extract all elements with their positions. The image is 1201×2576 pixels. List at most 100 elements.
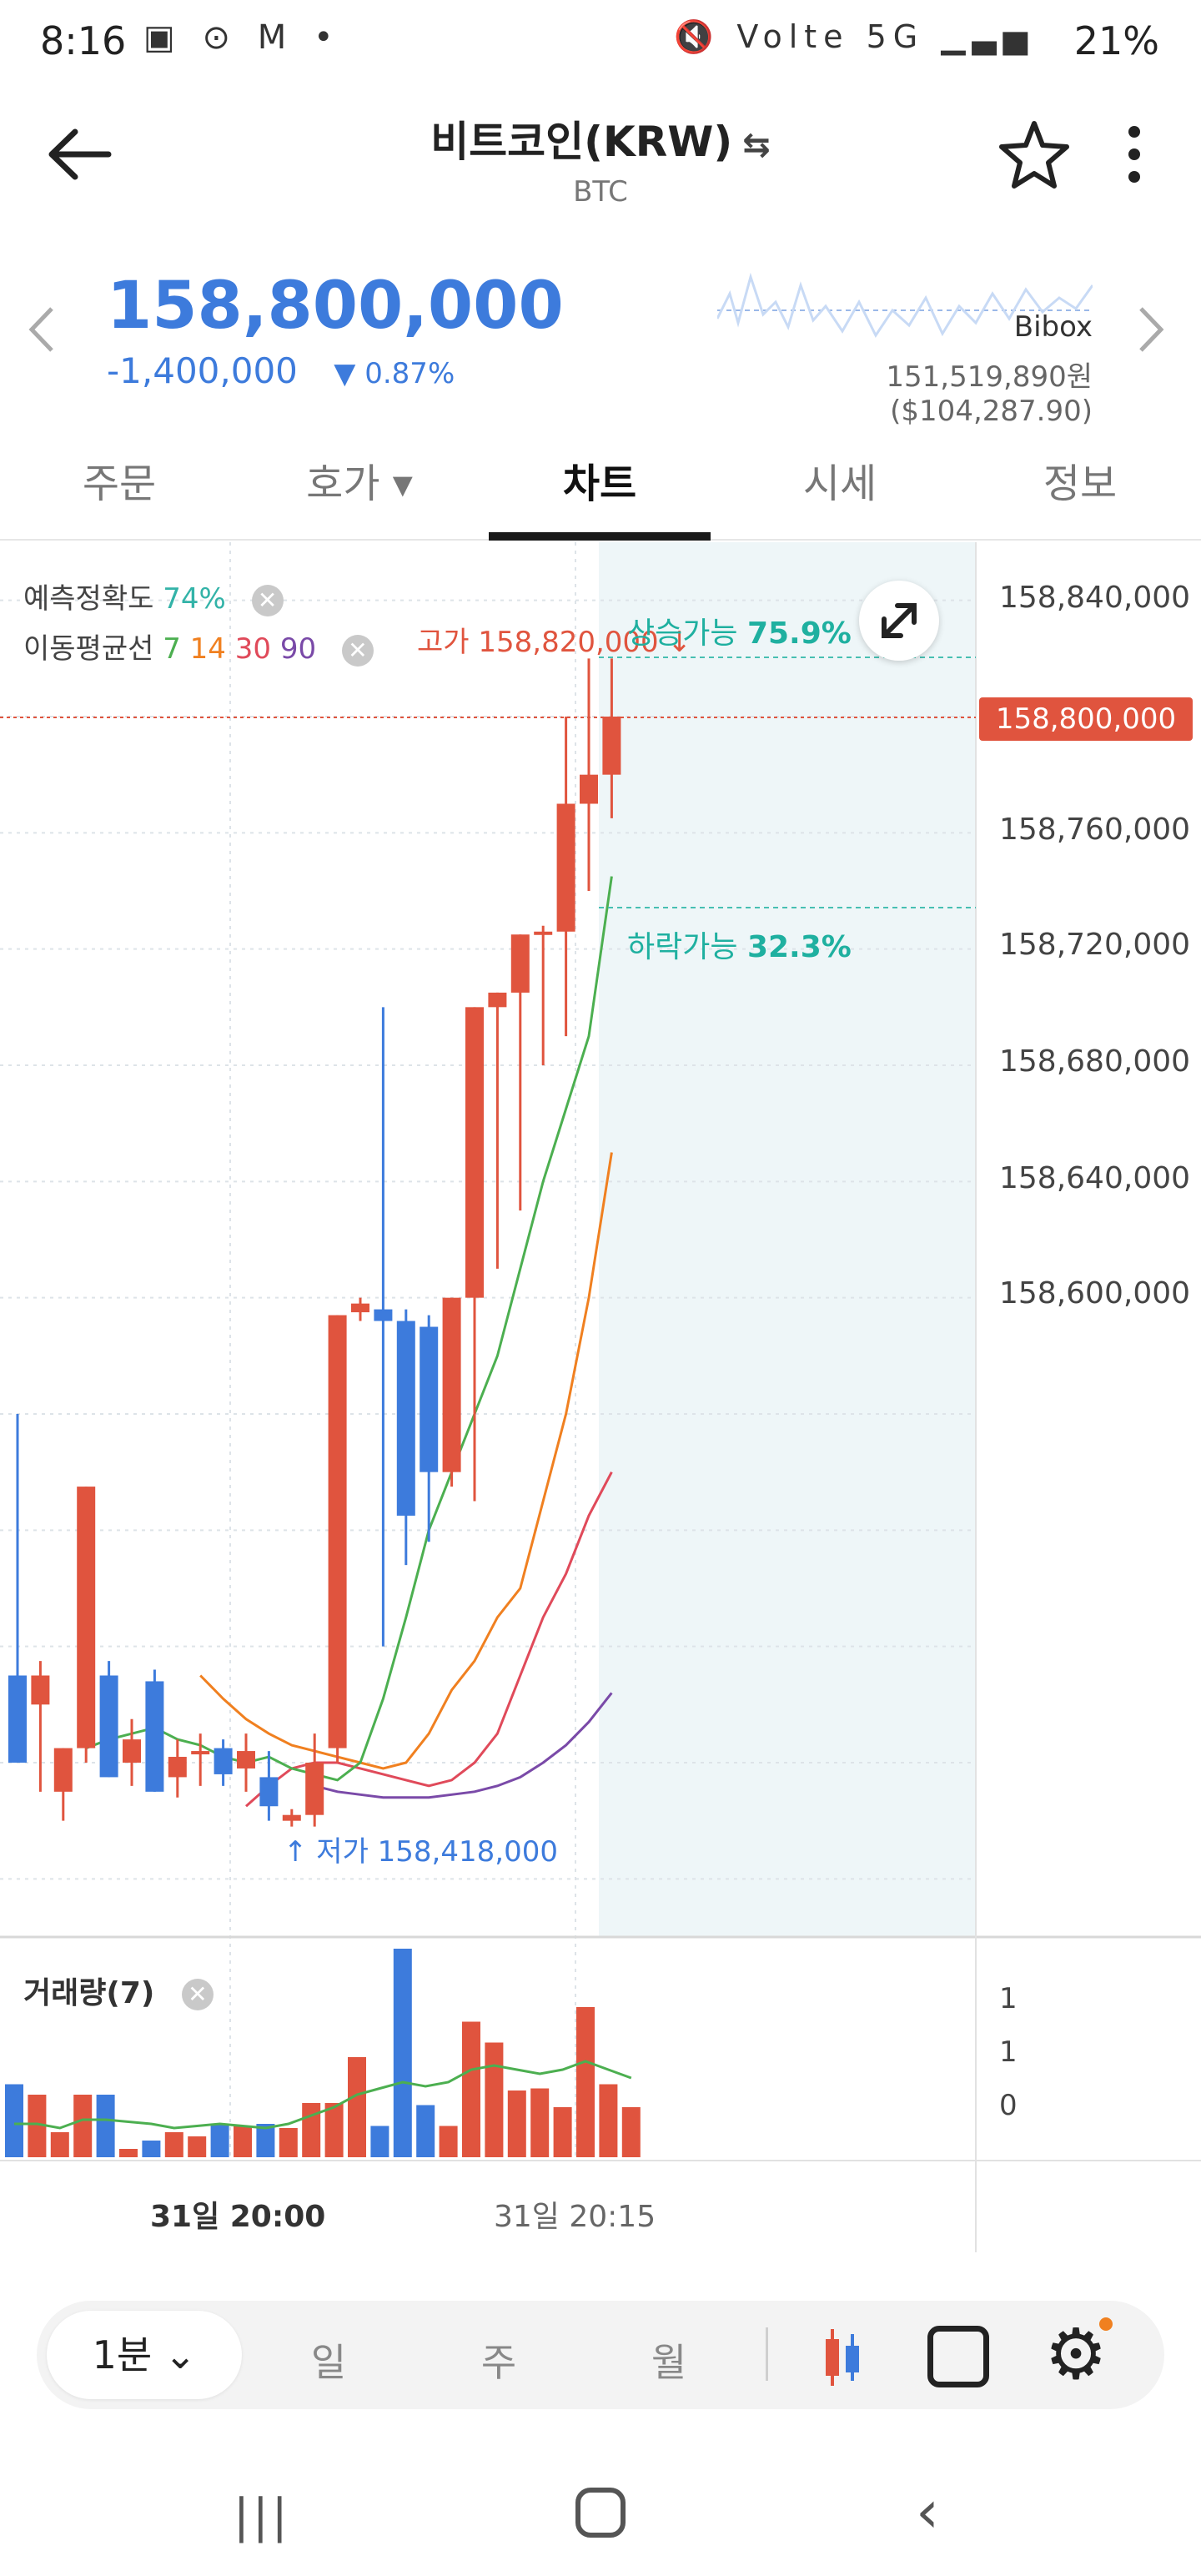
period-week[interactable]: 주 (480, 2340, 517, 2385)
up-label: 상승가능 (627, 616, 738, 651)
swap-icon[interactable]: ⇆ (742, 126, 771, 164)
tab-active-indicator (489, 532, 711, 541)
close-ma-icon[interactable]: ✕ (341, 634, 374, 667)
candle-body (351, 1303, 369, 1313)
y-axis-label: 158,680,000 (999, 1044, 1191, 1079)
candle-body (374, 1309, 393, 1321)
volume-bar (188, 2136, 207, 2157)
y-axis-label: 158,760,000 (999, 813, 1191, 847)
volume-ma-line (14, 2060, 632, 2130)
candle-body (328, 1315, 347, 1748)
tab-order[interactable]: 주문 (82, 460, 157, 507)
candle-body (168, 1757, 187, 1778)
candle-body (556, 803, 575, 932)
volume-bar (599, 2084, 618, 2157)
candle-body (396, 1321, 415, 1516)
volume-legend: 거래량(7) ✕ (23, 1969, 214, 2012)
expand-icon[interactable] (859, 581, 939, 661)
candle-body (602, 717, 621, 775)
candle-body (31, 1675, 50, 1705)
volume-bar (5, 2084, 23, 2157)
candle-body (442, 1297, 461, 1472)
candle-body (145, 1681, 164, 1792)
accuracy-value: 74% (163, 582, 226, 616)
ma90-label: 90 (279, 632, 317, 666)
volume-bar (50, 2132, 69, 2157)
more-menu-icon[interactable] (1109, 117, 1159, 192)
tab-orderbook[interactable]: 호가 ▾ (306, 460, 413, 507)
volume-bar (485, 2042, 504, 2157)
battery-level: 21% (1073, 18, 1159, 63)
volume-bar (462, 2021, 480, 2157)
tab-info[interactable]: 정보 (1043, 460, 1118, 507)
volume-bar (210, 2124, 229, 2157)
volume-bar (348, 2057, 366, 2157)
volume-bar (234, 2126, 252, 2157)
y-axis-label: 158,600,000 (999, 1276, 1191, 1311)
settings-badge-dot (1099, 2317, 1113, 2331)
candle-body (53, 1748, 73, 1792)
close-accuracy-icon[interactable]: ✕ (251, 584, 284, 616)
volume-bar (324, 2103, 344, 2157)
volume-bar (553, 2107, 572, 2157)
drawing-tool-icon[interactable] (927, 2326, 989, 2387)
mini-price-chart (717, 272, 1093, 338)
tab-chart[interactable]: 차트 (562, 460, 637, 507)
volume-bar (119, 2149, 138, 2157)
candle-body (214, 1748, 233, 1774)
candle-body (488, 992, 507, 1008)
ma7-label: 7 (163, 632, 181, 666)
candle-body (420, 1326, 439, 1472)
volume-bar (302, 2103, 321, 2157)
candle-body (8, 1675, 27, 1763)
ma14-label: 14 (189, 632, 226, 666)
x-axis-label: 31일 20:15 (494, 2200, 656, 2234)
candle-body (191, 1751, 210, 1755)
tab-quotes[interactable]: 시세 (802, 460, 877, 507)
next-coin-chevron-icon[interactable] (1134, 300, 1168, 373)
candle-body (510, 934, 530, 993)
nav-back-icon[interactable]: ‹ (916, 2478, 939, 2546)
period-dropdown[interactable]: 1분 ⌄ (47, 2311, 242, 2399)
candlestick-chart[interactable] (0, 542, 1201, 2252)
candle-type-icon[interactable] (807, 2322, 877, 2392)
close-volume-icon[interactable]: ✕ (181, 1979, 214, 2010)
page-title[interactable]: 비트코인(KRW) ⇆ (0, 108, 1201, 169)
period-month[interactable]: 월 (651, 2340, 687, 2385)
status-time: 8:16 (40, 18, 127, 63)
volume-bar (256, 2124, 275, 2157)
volume-bar (507, 2090, 526, 2157)
ma14-line (199, 1152, 613, 1770)
back-arrow-icon[interactable] (42, 117, 117, 192)
candle-body (123, 1739, 141, 1763)
settings-gear-icon[interactable]: ⚙ (1044, 2313, 1108, 2395)
volume-bar (621, 2107, 641, 2157)
exchange-price: 151,519,890원($104,287.90) (886, 360, 1093, 428)
prev-coin-chevron-icon[interactable] (25, 300, 58, 373)
volume-bar (393, 1949, 412, 2157)
recents-icon[interactable]: ||| (234, 2489, 291, 2543)
prediction-accuracy-legend: 예측정확도 74% ✕ (23, 576, 284, 616)
price-change: -1,400,000 ▼ 0.87% (107, 350, 455, 391)
volume-bar (164, 2132, 183, 2157)
change-amount: -1,400,000 (107, 350, 298, 391)
notification-icons: ▣ ⊙ M • (143, 18, 342, 57)
ma90-line (314, 1692, 613, 1799)
candle-body (534, 931, 553, 935)
volume-y-label: 1 (999, 2035, 1018, 2069)
y-axis-label: 158,640,000 (999, 1161, 1191, 1195)
low-price-annotation: ↑ 저가 158,418,000 (284, 1835, 558, 1869)
signal-icons: 🔇 Volte 5G ▁▃▅ (674, 18, 1034, 55)
volume-bar (28, 2095, 47, 2157)
volume-bar (370, 2126, 389, 2157)
candle-body (465, 1007, 484, 1298)
y-axis-label: 158,840,000 (999, 581, 1191, 615)
current-price: 158,800,000 (107, 269, 564, 344)
volume-bar (416, 2105, 435, 2157)
volume-bar (73, 2095, 93, 2157)
home-icon[interactable] (575, 2488, 626, 2538)
up-probability: 상승가능 75.9% (627, 609, 852, 652)
volume-bar (576, 2007, 595, 2157)
period-day[interactable]: 일 (310, 2340, 347, 2385)
favorite-star-icon[interactable] (997, 117, 1072, 192)
